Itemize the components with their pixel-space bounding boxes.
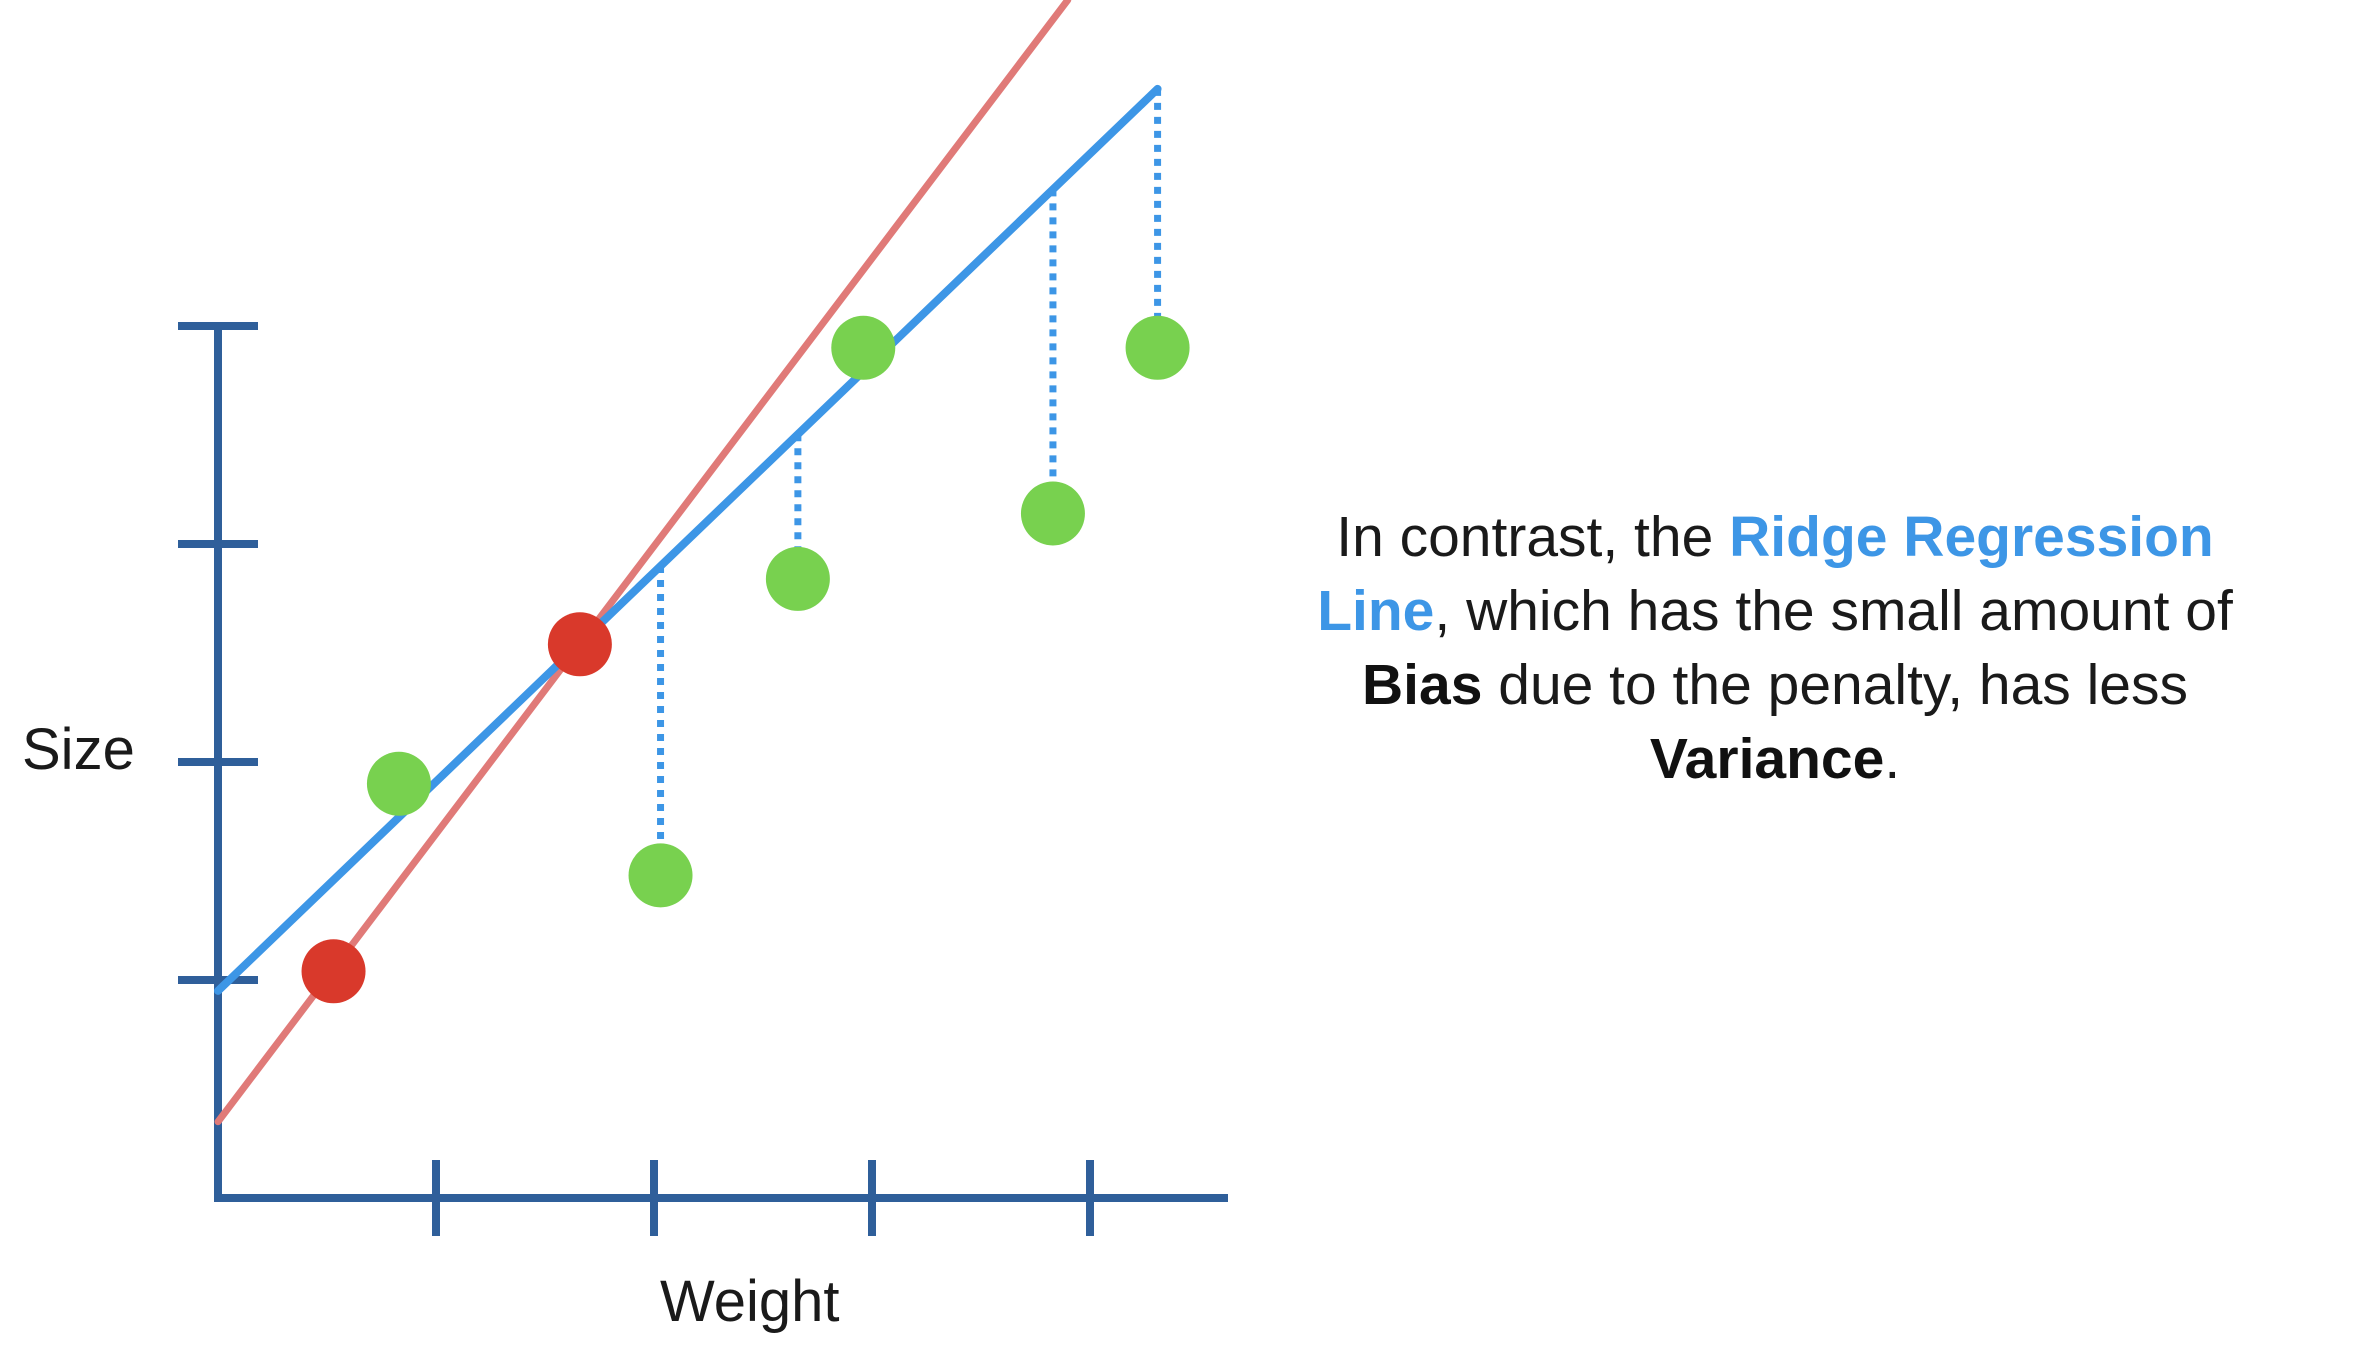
y-axis-label: Size	[22, 717, 135, 782]
data-points	[301, 315, 1190, 1004]
regression-lines	[214, 0, 1162, 1126]
testing-point-6	[1125, 315, 1190, 380]
caption-part-4: .	[1884, 727, 1901, 791]
caption-ridge-highlight: Ridge Regression Line	[1317, 505, 2214, 643]
x-axis-label: Weight	[660, 1269, 840, 1334]
ridge-regression-line	[214, 84, 1162, 995]
caption-variance: Variance	[1649, 727, 1885, 791]
caption-part-1: In contrast, the	[1336, 505, 1730, 569]
training-point-2	[547, 612, 612, 677]
testing-point-1	[366, 751, 431, 816]
testing-point-3	[765, 546, 830, 611]
testing-point-5	[1020, 481, 1085, 546]
axes	[178, 322, 1228, 1236]
testing-point-2	[628, 843, 693, 908]
testing-point-4	[831, 315, 896, 380]
caption-part-2: , which has the small amount of	[1434, 579, 2233, 643]
caption-bias: Bias	[1362, 653, 1483, 717]
caption-part-3: due to the penalty, has less	[1482, 653, 2188, 717]
caption-text: In contrast, the Ridge Regression Line, …	[1290, 500, 2260, 796]
least-squares-line	[214, 0, 1072, 1126]
training-point-1	[301, 939, 366, 1004]
residuals	[395, 88, 1162, 876]
